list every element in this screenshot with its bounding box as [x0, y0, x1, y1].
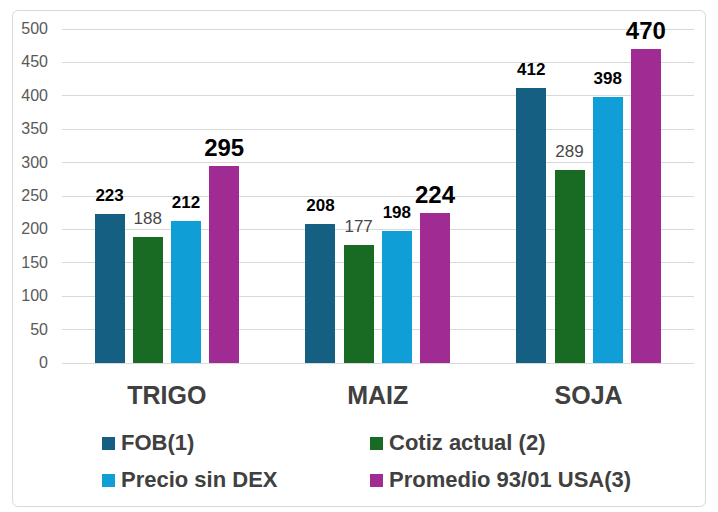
y-axis-tick-label: 400 [0, 86, 48, 106]
bar-trigo-cotiz-actual-2 [133, 237, 163, 363]
legend-item-promedio-93-01-usa-3: Promedio 93/01 USA(3) [370, 468, 631, 492]
y-axis-tick-label: 450 [0, 52, 48, 72]
bar-soja-cotiz-actual-2 [555, 170, 585, 363]
legend-label-fob-1: FOB(1) [121, 430, 194, 456]
y-axis-tick-label: 0 [0, 353, 48, 373]
legend-item-cotiz-actual-2: Cotiz actual (2) [370, 431, 631, 455]
legend-label-cotiz-actual-2: Cotiz actual (2) [389, 430, 545, 456]
y-axis-tick-label: 50 [0, 320, 48, 340]
gridline [62, 29, 695, 30]
bar-maiz-promedio-93-01-usa-3 [420, 213, 450, 363]
data-label-soja-promedio-93-01-usa-3: 470 [601, 19, 691, 43]
bar-chart: 0501001502002503003504004505002232084121… [0, 0, 718, 512]
legend-swatch-cotiz-actual-2 [370, 437, 383, 450]
bar-soja-fob-1 [516, 88, 546, 363]
y-axis-tick-label: 500 [0, 19, 48, 39]
data-label-maiz-promedio-93-01-usa-3: 224 [390, 183, 480, 207]
bar-trigo-precio-sin-dex [171, 221, 201, 363]
legend-label-promedio-93-01-usa-3: Promedio 93/01 USA(3) [389, 467, 631, 493]
gridline [62, 62, 695, 63]
y-axis-tick-label: 150 [0, 253, 48, 273]
category-label-maiz: MAIZ [278, 381, 478, 410]
bar-maiz-precio-sin-dex [382, 231, 412, 363]
legend-swatch-fob-1 [102, 437, 115, 450]
bar-soja-precio-sin-dex [593, 97, 623, 363]
data-label-trigo-promedio-93-01-usa-3: 295 [179, 136, 269, 160]
bar-trigo-fob-1 [95, 214, 125, 363]
y-axis-tick-label: 100 [0, 286, 48, 306]
y-axis-tick-label: 300 [0, 153, 48, 173]
legend-label-precio-sin-dex: Precio sin DEX [121, 467, 278, 493]
y-axis-tick-label: 250 [0, 186, 48, 206]
legend-swatch-precio-sin-dex [102, 474, 115, 487]
bar-maiz-fob-1 [305, 224, 335, 363]
legend: FOB(1) Cotiz actual (2) Precio sin DEX Prom… [102, 431, 631, 492]
category-label-trigo: TRIGO [67, 381, 267, 410]
legend-item-precio-sin-dex: Precio sin DEX [102, 468, 370, 492]
bar-trigo-promedio-93-01-usa-3 [209, 166, 239, 363]
bar-soja-promedio-93-01-usa-3 [631, 49, 661, 363]
bar-maiz-cotiz-actual-2 [344, 245, 374, 363]
legend-swatch-promedio-93-01-usa-3 [370, 474, 383, 487]
category-label-soja: SOJA [489, 381, 689, 410]
y-axis-tick-label: 200 [0, 219, 48, 239]
legend-item-fob-1: FOB(1) [102, 431, 370, 455]
y-axis-tick-label: 350 [0, 119, 48, 139]
